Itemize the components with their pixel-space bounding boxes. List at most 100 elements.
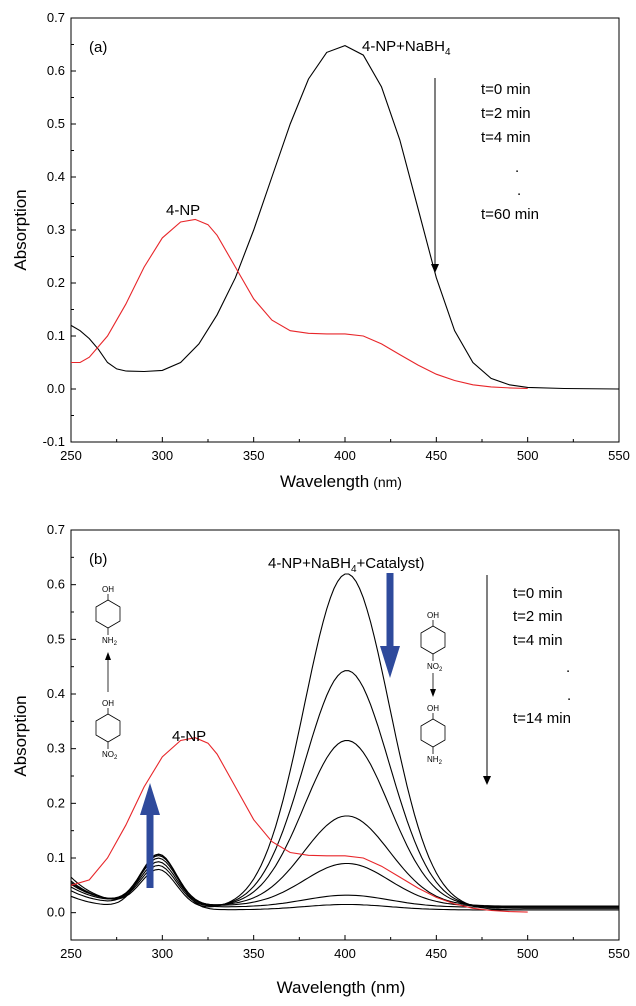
time-label-b-4: . (567, 687, 571, 704)
chem-left-bottom-no2-sub: 2 (114, 755, 118, 761)
chem-right-bottom-nh2-sub: 2 (439, 760, 443, 766)
y-tick-label: 0.6 (47, 63, 65, 78)
y-tick-label: 0.7 (47, 10, 65, 25)
chem-right-bottom-nh2: NH2 (427, 755, 443, 766)
series-group-b (70, 573, 619, 913)
y-axis-ticks-a: -0.1 0.0 0.1 0.2 0.3 0.4 0.5 0.6 0.7 (43, 10, 76, 449)
time-label-a-1: t=2 min (481, 105, 531, 122)
x-tick-label: 500 (517, 448, 539, 463)
chem-structure-left-top: OH NH2 (95, 585, 121, 647)
x-axis-ticks-b: 250 300 350 400 450 500 550 (60, 935, 630, 961)
chem-left-top-nh2: NH2 (102, 636, 118, 647)
blue-up-arrow (140, 783, 160, 888)
y-tick-label: 0.0 (47, 905, 65, 920)
x-tick-label: 300 (151, 946, 173, 961)
x-axis-label-a: Wavelength (nm) (280, 472, 402, 491)
chem-right-bottom-nh: NH (427, 755, 439, 764)
y-tick-label: 0.5 (47, 631, 65, 646)
y-axis-label-b: Absorption (11, 695, 30, 776)
peak-label-a-main: 4-NP+NaBH (362, 38, 445, 55)
series-line-black (70, 853, 619, 911)
chem-structure-right-bottom: OH NH2 (420, 704, 446, 766)
x-tick-label: 400 (334, 946, 356, 961)
peak-label-a: 4-NP+NaBH4 (362, 38, 451, 58)
time-label-b-3: . (566, 659, 570, 676)
chem-left-bottom-ring (95, 713, 121, 743)
y-tick-label: 0.3 (47, 741, 65, 756)
chem-right-top-no2: NO2 (427, 662, 443, 673)
chem-right-top-no: NO (427, 662, 439, 671)
series-line-black (70, 44, 620, 390)
time-label-b-2: t=4 min (513, 632, 563, 649)
x-tick-label: 450 (425, 946, 447, 961)
decrease-arrowhead-b (483, 776, 491, 785)
x-tick-label: 250 (60, 946, 82, 961)
chem-right-top-oh: OH (427, 611, 439, 620)
chem-left-top-nh2-sub: 2 (114, 641, 118, 647)
x-tick-label: 400 (334, 448, 356, 463)
chem-left-bottom-no: NO (102, 750, 114, 759)
x-axis-label-text-a: Wavelength (280, 472, 369, 491)
chem-left-top-nh: NH (102, 636, 114, 645)
red-series-label-a: 4-NP (166, 202, 200, 219)
y-tick-label: 0.7 (47, 522, 65, 537)
x-tick-label: 550 (608, 448, 630, 463)
y-tick-label: 0.2 (47, 795, 65, 810)
x-axis-unit-a: (nm) (373, 474, 402, 490)
blue-down-arrow (380, 573, 400, 678)
y-tick-label: 0.6 (47, 577, 65, 592)
y-tick-label: -0.1 (43, 434, 65, 449)
y-tick-label: 0.5 (47, 116, 65, 131)
time-label-a-0: t=0 min (481, 81, 531, 98)
chem-left-bottom-oh: OH (102, 699, 114, 708)
series-group-a (70, 44, 620, 390)
chem-right-arrowhead (430, 689, 436, 697)
x-tick-label: 500 (517, 946, 539, 961)
time-legend-b: t=0 min t=2 min t=4 min . . t=14 min (513, 585, 571, 727)
series-line-red (70, 737, 528, 913)
time-label-a-5: t=60 min (481, 206, 539, 223)
x-tick-label: 350 (243, 946, 265, 961)
x-axis-ticks-a: 250 300 350 400 450 500 550 (60, 437, 630, 463)
y-axis-ticks-b: 0.0 0.1 0.2 0.3 0.4 0.5 0.6 0.7 (47, 522, 76, 920)
y-tick-label: 0.1 (47, 850, 65, 865)
decrease-arrowhead-a (431, 264, 439, 273)
chem-structure-right-top: OH NO2 (420, 611, 446, 673)
panel-label-b: (b) (89, 551, 107, 568)
chem-left-top-ring (95, 599, 121, 629)
series-line-black (70, 670, 619, 909)
peak-label-b: 4-NP+NaBH4+Catalyst) (268, 555, 424, 575)
panel-label-a: (a) (89, 39, 107, 56)
chem-right-bottom-oh: OH (427, 704, 439, 713)
x-tick-label: 450 (425, 448, 447, 463)
y-tick-label: 0.4 (47, 169, 65, 184)
time-label-b-5: t=14 min (513, 710, 571, 727)
blue-down-arrowhead (380, 646, 400, 678)
peak-label-b-tail: +Catalyst) (357, 555, 425, 572)
y-tick-label: 0.1 (47, 328, 65, 343)
chem-right-top-ring (420, 625, 446, 655)
time-label-b-1: t=2 min (513, 608, 563, 625)
time-label-a-3: . (515, 159, 519, 176)
x-axis-label-b: Wavelength (nm) (277, 978, 406, 997)
chem-right-bottom-ring (420, 718, 446, 748)
series-line-red (71, 218, 528, 390)
x-tick-label: 300 (151, 448, 173, 463)
chart-panel-a: -0.1 0.0 0.1 0.2 0.3 0.4 0.5 0.6 0.7 250 300 350 40… (11, 10, 630, 491)
y-tick-label: 0.2 (47, 275, 65, 290)
series-line-black (70, 855, 619, 907)
time-label-a-2: t=4 min (481, 129, 531, 146)
time-label-a-4: . (517, 182, 521, 199)
y-tick-label: 0.3 (47, 222, 65, 237)
red-series-label-b: 4-NP (172, 728, 206, 745)
y-axis-label-a: Absorption (11, 189, 30, 270)
y-tick-label: 0.0 (47, 381, 65, 396)
y-tick-label: 0.4 (47, 686, 65, 701)
peak-label-b-sub: 4 (351, 564, 357, 575)
chem-left-bottom-no2: NO2 (102, 750, 118, 761)
chem-structure-left-bottom: OH NO2 (95, 699, 121, 761)
x-tick-label: 350 (243, 448, 265, 463)
x-tick-label: 550 (608, 946, 630, 961)
plot-frame-a (70, 17, 620, 443)
